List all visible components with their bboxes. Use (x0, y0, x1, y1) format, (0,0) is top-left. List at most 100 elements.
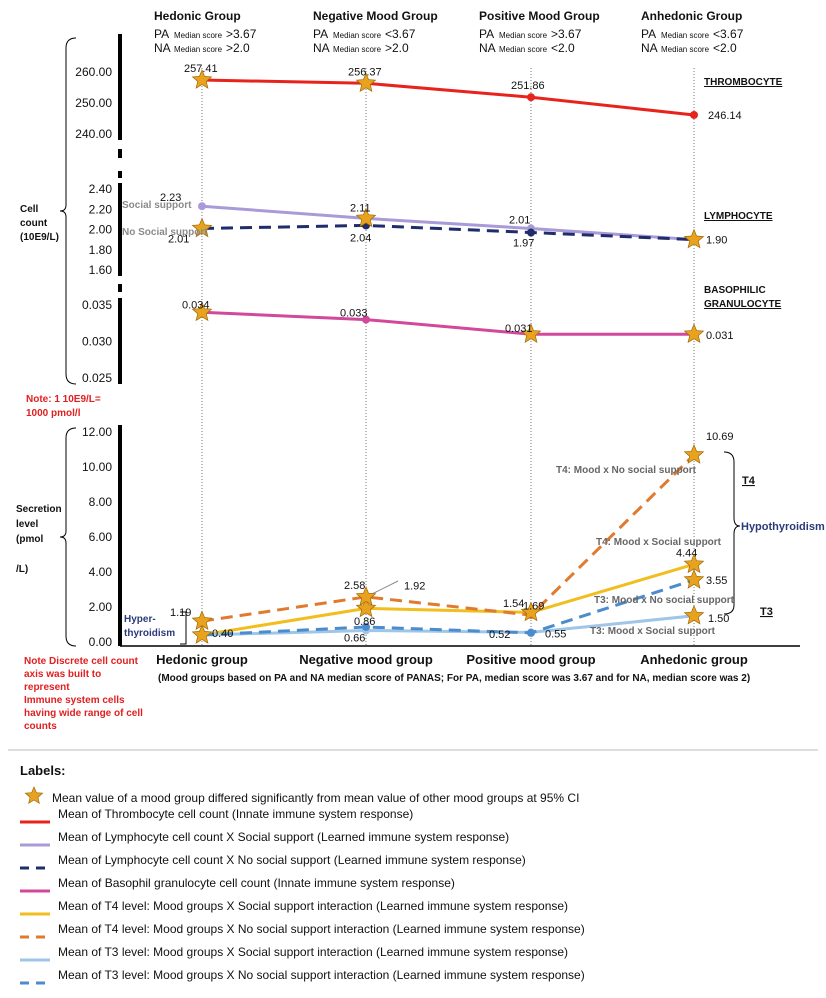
data-label: 0.40 (212, 628, 233, 640)
x-axis-note: (Mood groups based on PA and NA median s… (158, 673, 750, 684)
data-label: 257.41 (184, 63, 218, 75)
y-tick-label: 10.00 (82, 460, 112, 474)
hypothyroidism-brace (723, 451, 741, 615)
axis-note: having wide range of cell (24, 708, 143, 719)
data-label: 2.01 (509, 214, 530, 226)
legend-layer: Labels: Mean value of a mood group differ… (8, 749, 818, 985)
group-na-label: NA (641, 41, 658, 55)
leader-line (369, 580, 399, 596)
group-title: Hedonic Group (154, 9, 241, 23)
label-t3-no-social: T3: Mood x No social support (594, 595, 735, 606)
legend-entry: Mean of Lymphocyte cell count X No socia… (58, 853, 526, 867)
legend-entry: Mean of T4 level: Mood groups X No socia… (58, 922, 585, 936)
significance-star (191, 624, 213, 644)
significance-star (355, 72, 377, 93)
group-pa-sub: Median score (661, 31, 710, 40)
label-t4: T4 (742, 475, 756, 487)
y-tick-label: 8.00 (89, 495, 113, 509)
data-label: 1.19 (170, 607, 191, 619)
data-label: 2.58 (344, 580, 365, 592)
group-pa-value: >3.67 (226, 27, 257, 41)
series-line-t3_ss (201, 614, 695, 637)
legend-entry: Mean of Basophil granulocyte cell count … (58, 876, 455, 890)
legend-entry: Mean of Lymphocyte cell count X Social s… (58, 830, 509, 844)
data-label: 251.86 (511, 80, 545, 92)
y-tick-label: 2.00 (89, 600, 113, 614)
significance-star (355, 207, 377, 228)
data-label: 246.14 (708, 110, 742, 122)
y-axis-label-cells: count (20, 218, 48, 229)
group-pa-label: PA (313, 27, 328, 41)
label-granulocyte: GRANULOCYTE (704, 299, 782, 310)
y-tick-label: 260.00 (75, 65, 112, 79)
group-na-value: >2.0 (385, 41, 409, 55)
group-title: Positive Mood Group (479, 9, 600, 23)
data-label: 2.04 (350, 232, 371, 244)
label-t4-no-social: T4: Mood x No social support (556, 465, 697, 476)
label-thrombocyte: THROMBOCYTE (704, 77, 783, 88)
label-t3: T3 (760, 606, 773, 618)
significance-star (355, 597, 377, 618)
legend-title: Labels: (20, 763, 66, 778)
data-label: 0.033 (340, 308, 368, 320)
axes-layer (59, 34, 800, 647)
legend-entry: Mean of T4 level: Mood groups X Social s… (58, 899, 568, 913)
group-na-label: NA (313, 41, 330, 55)
significance-star (191, 69, 213, 89)
data-label: 1.69 (523, 600, 544, 612)
y-tick-label: 2.20 (89, 202, 113, 216)
data-label: 4.44 (676, 547, 697, 559)
group-na-label: NA (154, 41, 171, 55)
legend-entry: Mean of T3 level: Mood groups X No socia… (58, 968, 585, 982)
series-layer (24, 69, 705, 805)
group-pa-value: <3.67 (385, 27, 416, 41)
y-axis-label-secretion: (pmol (16, 534, 43, 545)
series-line-lymph_ss (201, 204, 695, 242)
data-label: 0.031 (505, 323, 533, 335)
data-point-thrombo (690, 110, 698, 119)
data-label: 2.01 (168, 233, 189, 245)
y-tick-label: 0.025 (82, 371, 112, 385)
y-tick-label: 250.00 (75, 96, 112, 110)
y-tick-label: 1.80 (89, 243, 113, 257)
label-no-social-support: No Social support (122, 227, 208, 238)
axis-brace (59, 427, 77, 647)
label-hyperthyroidism: thyroidism (124, 628, 175, 639)
y-axis-label-secretion: level (16, 519, 38, 530)
series-line-t3_nss (201, 578, 695, 637)
group-pa-label: PA (641, 27, 656, 41)
y-axis-label-secretion: /L) (16, 564, 28, 575)
data-label: 0.034 (182, 299, 210, 311)
group-pa-sub: Median score (174, 31, 223, 40)
axis-note: represent (24, 682, 70, 693)
series-line-t4_ss (201, 562, 695, 637)
y-tick-label: 2.00 (89, 223, 113, 237)
data-label: 3.55 (706, 575, 727, 587)
data-label: 0.86 (354, 616, 375, 628)
label-hypothyroidism: Hypothyroidism (741, 521, 825, 533)
axis-note: Immune system cells (24, 695, 125, 706)
y-tick-label: 0.00 (89, 635, 113, 649)
y-axis-label-cells: Cell (20, 204, 39, 215)
y-tick-label: 240.00 (75, 127, 112, 141)
data-label: 10.69 (706, 431, 734, 443)
hyperthyroidism-bracket (180, 611, 187, 645)
label-basophilic: BASOPHILIC (704, 285, 766, 296)
series-line-lymph_nss (201, 223, 695, 242)
label-social-support: Social support (122, 200, 192, 211)
data-label: 2.23 (160, 192, 181, 204)
axis-note: Note Discrete cell count (24, 656, 139, 667)
y-tick-label: 2.40 (89, 182, 113, 196)
data-point-lymph_ss (198, 202, 206, 211)
y-axis-label-cells: (10E9/L) (20, 232, 59, 243)
data-label: 0.031 (706, 330, 734, 342)
group-title: Anhedonic Group (641, 9, 742, 23)
significance-star (683, 604, 705, 625)
x-category-label: Negative mood group (299, 652, 433, 667)
y-tick-label: 12.00 (82, 425, 112, 439)
data-point-lymph_nss (527, 228, 535, 237)
y-tick-label: 4.00 (89, 565, 113, 579)
significance-star (683, 568, 705, 589)
group-na-sub: Median score (333, 45, 382, 54)
